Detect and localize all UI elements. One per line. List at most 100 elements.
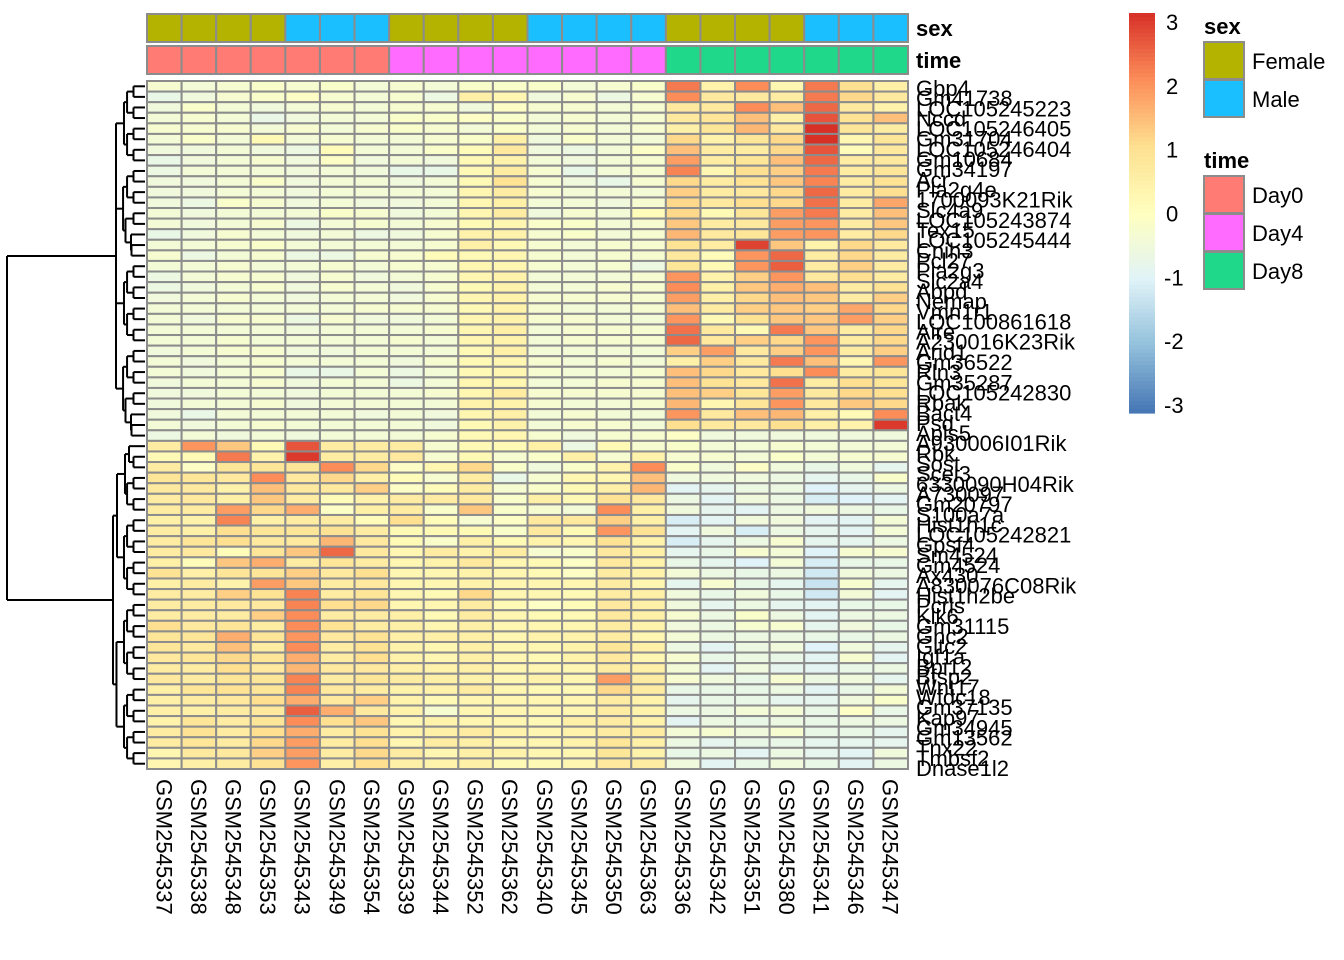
heatmap-cell <box>215 640 252 654</box>
heatmap-cell <box>146 693 183 707</box>
heatmap-cell <box>457 90 494 104</box>
heatmap-cell <box>457 439 494 453</box>
heatmap-cell <box>249 291 287 305</box>
heatmap-cell <box>526 598 564 612</box>
heatmap-cell <box>803 577 840 591</box>
heatmap-cell <box>526 577 564 591</box>
heatmap-cell <box>388 736 425 749</box>
heatmap-cell <box>561 439 598 453</box>
heatmap-cell <box>734 365 771 379</box>
heatmap-cell <box>353 471 391 485</box>
heatmap-cell <box>837 418 875 432</box>
heatmap-cell <box>768 408 806 421</box>
heatmap-cell <box>388 291 425 305</box>
heatmap-cell <box>768 482 806 495</box>
heatmap-cell <box>664 704 702 718</box>
heatmap-cell <box>561 757 598 771</box>
colorbar-segment <box>1129 273 1155 278</box>
row-label: Bpi12 <box>916 655 972 680</box>
heatmap-cell <box>699 693 737 707</box>
heatmap-cell <box>318 524 356 538</box>
heatmap-cell <box>699 535 737 548</box>
heatmap-cell <box>872 154 910 167</box>
heatmap-cell <box>249 429 287 442</box>
heatmap-cell <box>353 312 391 326</box>
heatmap-cell <box>491 619 529 633</box>
heatmap-cell <box>561 746 598 760</box>
row-label: Gltc2 <box>916 634 967 659</box>
heatmap-cell <box>249 524 287 538</box>
heatmap-cell <box>491 80 529 93</box>
heatmap-cell <box>388 312 425 326</box>
heatmap-cell <box>837 619 875 633</box>
heatmap-cell <box>664 630 702 643</box>
heatmap-cell <box>215 185 252 199</box>
column-label: GSM2545345 <box>566 779 591 915</box>
heatmap-cell <box>595 429 633 442</box>
heatmap-cell <box>491 535 529 548</box>
heatmap-cell <box>146 80 183 93</box>
heatmap-cell <box>526 588 564 601</box>
row-label: LOC105242830 <box>916 380 1071 405</box>
heatmap-cell <box>284 715 321 728</box>
heatmap-cell <box>491 175 529 188</box>
heatmap-cell <box>215 376 252 389</box>
heatmap-cell <box>353 80 391 93</box>
heatmap-cell <box>630 132 667 146</box>
heatmap-cell <box>249 355 287 368</box>
column-label: GSM2545352 <box>463 779 488 915</box>
heatmap-cell <box>837 312 875 326</box>
heatmap-cell <box>837 598 875 612</box>
heatmap-cell <box>284 577 321 591</box>
heatmap-cell <box>249 662 287 675</box>
heatmap-cell <box>803 143 840 157</box>
heatmap-cell <box>180 365 218 379</box>
heatmap-cell <box>388 577 425 591</box>
heatmap-cell <box>353 175 391 188</box>
heatmap-cell <box>872 704 910 718</box>
heatmap-cell <box>215 196 252 210</box>
heatmap-cell <box>768 196 806 210</box>
heatmap-cell <box>872 132 910 146</box>
heatmap-cell <box>353 715 391 728</box>
heatmap-cell <box>526 619 564 633</box>
heatmap-cell <box>595 513 633 527</box>
heatmap-cell <box>491 355 529 368</box>
heatmap-cell <box>388 154 425 167</box>
heatmap-cell <box>422 101 460 114</box>
heatmap-cell <box>630 281 667 294</box>
row-label: Gm20797 <box>916 492 1013 517</box>
heatmap-cell <box>180 672 218 686</box>
heatmap-cell <box>284 556 321 569</box>
heatmap-cell <box>491 672 529 686</box>
heatmap-cell <box>353 386 391 400</box>
heatmap-cell <box>768 662 806 675</box>
heatmap-cell <box>215 693 252 707</box>
heatmap-cell <box>146 270 183 284</box>
heatmap-cell <box>768 386 806 400</box>
heatmap-cell <box>526 672 564 686</box>
heatmap-cell <box>595 672 633 686</box>
heatmap-cell <box>457 513 494 527</box>
heatmap-cell <box>388 429 425 442</box>
annotation-cell-time <box>318 45 356 75</box>
colorbar-segment <box>1129 269 1155 274</box>
heatmap-cell <box>318 143 356 157</box>
heatmap-cell <box>734 545 771 559</box>
annotation-cell-time <box>249 45 287 75</box>
heatmap-cell <box>630 725 667 739</box>
heatmap-cell <box>388 143 425 157</box>
row-label: Bact4 <box>916 401 972 426</box>
heatmap-cell <box>215 683 252 696</box>
colorbar-segment <box>1129 301 1155 306</box>
heatmap-cell <box>318 397 356 411</box>
heatmap-cell <box>215 397 252 411</box>
heatmap-cell <box>318 715 356 728</box>
heatmap-cell <box>595 725 633 739</box>
heatmap-cell <box>803 683 840 696</box>
heatmap-cell <box>734 450 771 464</box>
heatmap-cell <box>526 143 564 157</box>
heatmap-cell <box>664 323 702 337</box>
heatmap-cell <box>457 577 494 591</box>
